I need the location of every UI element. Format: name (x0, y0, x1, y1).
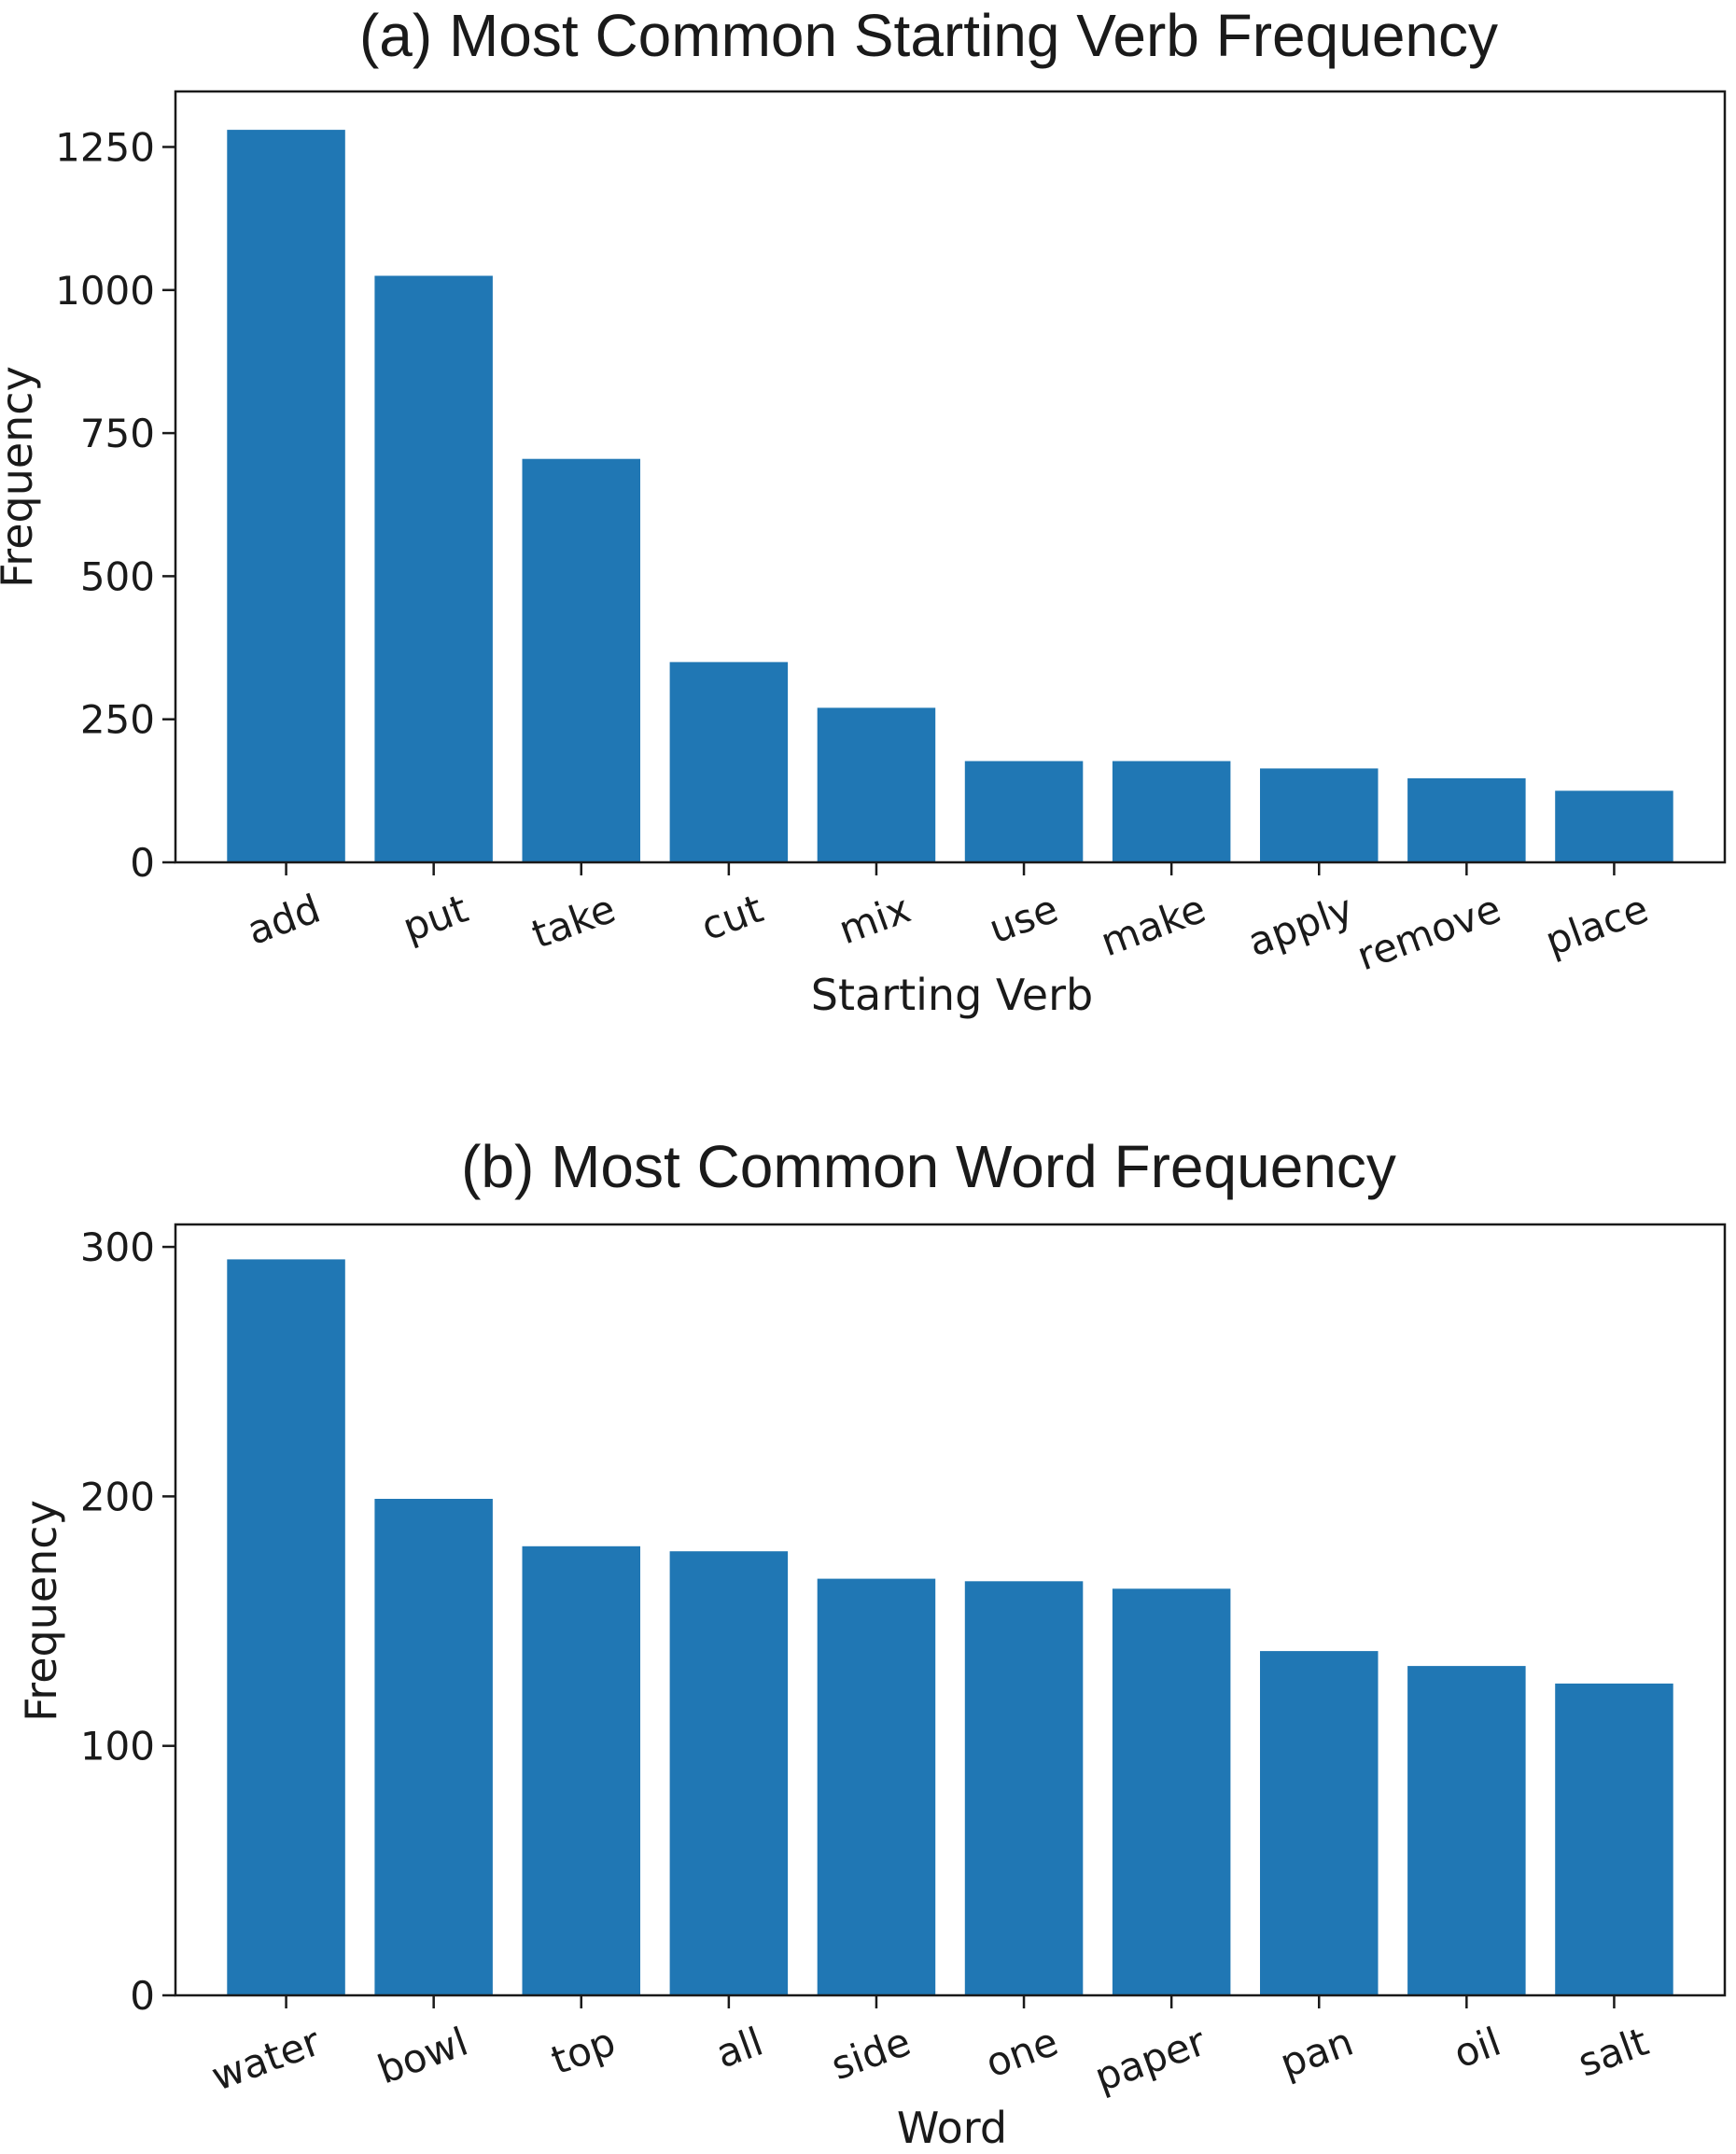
bar-group (227, 1259, 1673, 1995)
y-axis-label: Frequency (16, 1500, 66, 1722)
y-tick-label: 750 (80, 411, 155, 456)
x-tick-label-cut: cut (695, 886, 769, 950)
x-axis-ticks: water bowl top all side one paper pan oil salt (205, 1995, 1654, 2101)
bar-put (374, 275, 493, 862)
x-tick-label-place: place (1539, 886, 1654, 965)
y-tick-label: 500 (80, 553, 155, 599)
x-tick-label-top: top (545, 2019, 621, 2084)
bar-place (1555, 790, 1673, 862)
chart-title: (b) Most Common Word Frequency (461, 1133, 1396, 1200)
x-tick-label-oil: oil (1448, 2019, 1506, 2077)
x-tick-label-use: use (983, 886, 1064, 952)
bar-group (227, 130, 1673, 863)
bar-add (227, 130, 345, 863)
x-tick-label-bowl: bowl (371, 2019, 473, 2093)
bar-side (817, 1578, 936, 1995)
x-tick-label-water: water (205, 2019, 327, 2100)
x-tick-label-one: one (980, 2019, 1064, 2087)
plot-frame (174, 90, 1727, 864)
bar-paper (1112, 1588, 1231, 1995)
x-tick-label-make: make (1095, 886, 1211, 965)
bar-make (1112, 761, 1231, 862)
x-tick-label-all: all (710, 2019, 769, 2077)
x-tick-label-remove: remove (1351, 886, 1507, 980)
chart-panel-word: (b) Most Common Word Frequency 0 100 200 30… (16, 1133, 1727, 2153)
y-axis-ticks: 0 100 200 300 (80, 1224, 175, 2019)
bar-oil (1407, 1666, 1526, 1995)
y-tick-label: 1000 (55, 268, 155, 314)
bar-cut (669, 662, 789, 862)
y-axis-ticks: 0 250 500 750 1000 1250 (55, 124, 175, 886)
bar-bowl (374, 1499, 493, 1995)
x-tick-label-pan: pan (1274, 2019, 1359, 2087)
y-tick-label: 200 (80, 1474, 155, 1519)
bar-pan (1260, 1651, 1379, 1995)
x-axis-label: Word (897, 2103, 1007, 2153)
y-tick-label: 0 (130, 840, 155, 886)
bar-water (227, 1259, 345, 1995)
y-tick-label: 1250 (55, 124, 155, 170)
x-tick-label-apply: apply (1242, 886, 1359, 966)
chart-panel-starting-verb: (a) Most Common Starting Verb Frequency … (0, 2, 1727, 1020)
y-tick-label: 0 (130, 1973, 155, 2019)
bar-apply (1260, 768, 1379, 862)
x-tick-label-salt: salt (1572, 2019, 1654, 2086)
bar-one (964, 1581, 1084, 1995)
bar-mix (817, 707, 936, 862)
x-tick-label-take: take (525, 886, 621, 958)
bar-salt (1555, 1683, 1673, 1995)
bar-all (669, 1551, 789, 1995)
bar-top (522, 1546, 640, 1995)
x-tick-label-mix: mix (833, 886, 917, 954)
x-tick-label-paper: paper (1088, 2019, 1211, 2101)
y-tick-label: 300 (80, 1224, 155, 1270)
y-axis-label: Frequency (0, 366, 42, 588)
x-tick-label-side: side (825, 2019, 917, 2089)
bar-use (964, 761, 1084, 862)
bar-take (522, 458, 640, 862)
x-tick-label-add: add (241, 886, 326, 954)
plot-frame (174, 1223, 1727, 1997)
y-tick-label: 250 (80, 697, 155, 743)
bar-remove (1407, 777, 1526, 862)
y-tick-label: 100 (80, 1724, 155, 1769)
x-axis-label: Starting Verb (811, 970, 1093, 1020)
x-tick-label-put: put (397, 886, 473, 951)
chart-title: (a) Most Common Starting Verb Frequency (359, 2, 1498, 69)
